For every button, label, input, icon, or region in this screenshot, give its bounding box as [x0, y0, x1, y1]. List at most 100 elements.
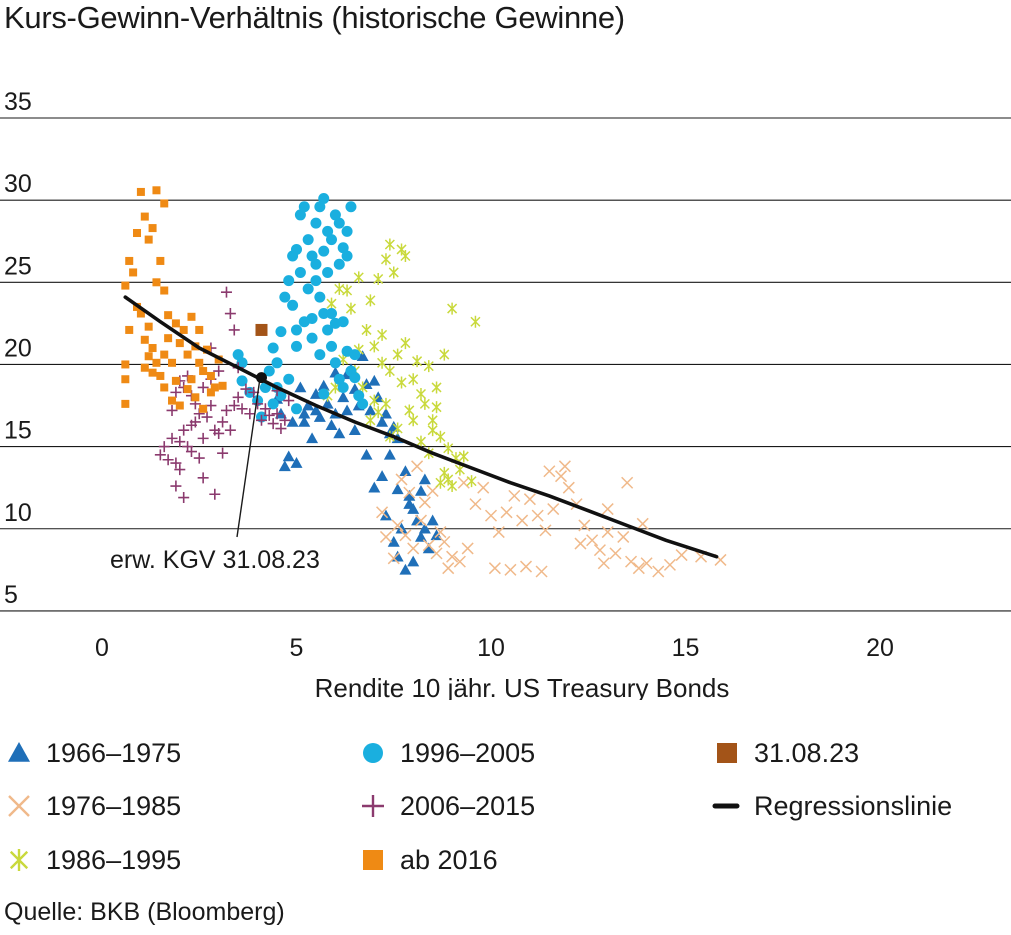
data-point-2006 [174, 464, 186, 476]
data-point-1966 [379, 509, 392, 521]
legend-label: Regressionslinie [754, 790, 953, 821]
data-point-1996 [306, 312, 318, 324]
data-point-1996 [326, 308, 338, 320]
data-point-1966 [278, 460, 291, 472]
data-point-2016 [171, 376, 180, 385]
data-point-2016 [164, 334, 173, 343]
x-tick-label: 5 [290, 634, 304, 662]
data-point-2006 [178, 424, 190, 436]
data-point-1966 [341, 404, 354, 416]
legend-label: 31.08.23 [754, 737, 860, 768]
data-point-2006 [283, 395, 295, 407]
y-tick-label: 10 [4, 499, 32, 527]
data-point-2016 [206, 371, 215, 380]
data-point-1986 [447, 302, 458, 315]
y-tick-label: 15 [4, 417, 32, 445]
data-point-1976 [399, 529, 412, 542]
data-point-1976 [543, 465, 556, 478]
data-point-1976 [446, 550, 459, 563]
data-point-1996 [310, 217, 322, 229]
data-point-1966 [333, 427, 346, 439]
data-point-1976 [593, 544, 606, 557]
data-point-1976 [558, 460, 571, 473]
data-point-1976 [597, 557, 610, 570]
data-point-1976 [574, 537, 587, 550]
data-point-1996 [236, 375, 248, 387]
legend-symbol-asterisk [9, 849, 29, 871]
data-point-1966 [407, 555, 420, 567]
data-point-2006 [166, 432, 178, 444]
data-point-1986 [466, 475, 477, 488]
data-point-2016 [121, 399, 130, 408]
data-point-1996 [310, 275, 322, 287]
legend-label: 1966–1975 [46, 737, 182, 768]
data-point-1996 [333, 258, 345, 270]
data-point-1986 [377, 328, 388, 341]
data-point-1986 [380, 397, 392, 410]
data-point-2006 [232, 391, 244, 403]
data-point-1986 [439, 466, 450, 479]
data-point-1986 [447, 480, 458, 493]
data-point-1996 [337, 242, 349, 254]
data-point-1996 [263, 365, 275, 377]
data-point-2016 [152, 186, 161, 195]
data-point-1966 [317, 379, 330, 391]
data-point-2006 [213, 365, 225, 377]
data-point-1966 [403, 489, 416, 501]
legend-marker [8, 742, 30, 762]
data-point-2016 [171, 319, 180, 328]
legend-symbol-line [712, 803, 740, 809]
data-point-1996 [271, 357, 283, 369]
data-point-1966 [306, 432, 319, 444]
data-point-1976 [508, 489, 521, 502]
series-1986 [322, 238, 481, 493]
regression-line-group [123, 295, 719, 559]
data-point-2006 [228, 400, 240, 412]
data-point-1986 [345, 302, 356, 315]
data-point-1986 [443, 473, 454, 486]
data-point-1966 [414, 484, 427, 496]
data-point-2006 [201, 411, 213, 423]
series-2006 [154, 286, 295, 504]
data-point-1986 [415, 435, 427, 448]
data-point-1986 [373, 273, 384, 286]
data-point-1996 [275, 326, 287, 338]
data-point-1976 [652, 565, 665, 578]
data-point-2016 [133, 229, 142, 238]
data-point-1976 [492, 526, 505, 539]
data-point-1996 [302, 234, 314, 246]
data-point-1986 [396, 243, 407, 256]
data-point-2016 [199, 367, 208, 376]
data-point-2006 [158, 441, 170, 453]
data-point-1976 [469, 498, 482, 511]
data-point-2016 [179, 325, 188, 334]
data-point-2016 [121, 360, 130, 369]
data-point-2006 [197, 472, 209, 484]
data-point-1986 [435, 430, 446, 443]
source-note: Quelle: BKB (Bloomberg) [4, 898, 285, 926]
data-point-1996 [349, 372, 361, 384]
data-point-1996 [326, 340, 338, 352]
y-tick-label: 25 [4, 252, 32, 280]
data-point-2006 [170, 386, 182, 398]
data-point-2006 [267, 418, 279, 430]
data-point-2016 [168, 396, 177, 405]
data-point-1976 [601, 526, 614, 539]
annotation-point [255, 372, 267, 384]
data-point-2016 [164, 311, 173, 320]
data-point-1976 [516, 514, 529, 527]
data-point-1986 [369, 340, 380, 353]
data-point-1986 [443, 442, 454, 455]
data-point-1996 [326, 234, 338, 246]
data-point-1976 [640, 557, 653, 570]
data-point-2016 [187, 312, 196, 321]
annotation-group: erw. KGV 31.08.23 [110, 372, 320, 574]
data-point-2016 [160, 286, 169, 295]
data-point-1966 [298, 407, 311, 419]
gridlines [0, 117, 1011, 612]
data-point-1996 [341, 250, 353, 262]
data-point-1976 [562, 481, 575, 494]
data-point-1976 [379, 530, 393, 543]
data-point-2006 [178, 492, 190, 504]
data-point-1986 [326, 297, 337, 310]
